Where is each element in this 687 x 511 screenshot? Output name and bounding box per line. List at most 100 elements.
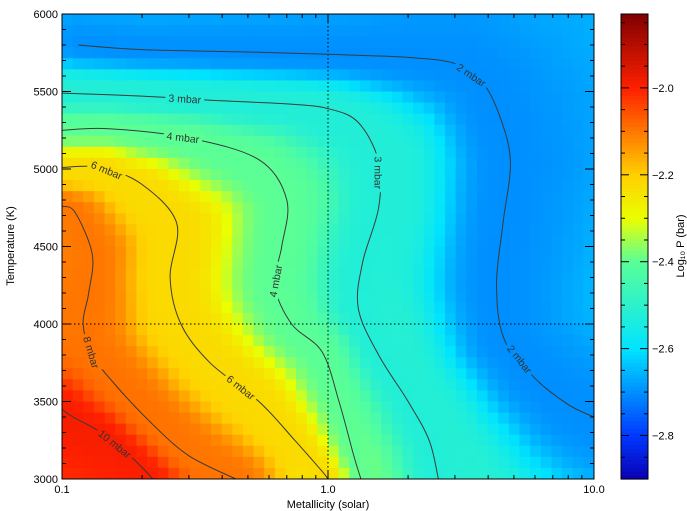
heatmap-cell [242, 157, 255, 170]
heatmap-cell [93, 268, 106, 281]
colorbar-segment [621, 107, 648, 112]
heatmap-cell [445, 279, 457, 292]
heatmap-cell [147, 335, 159, 347]
heatmap-cell [508, 268, 521, 281]
heatmap-cell [370, 324, 382, 336]
heatmap-cell [147, 180, 159, 192]
heatmap-cell [115, 257, 127, 270]
heatmap-cell [274, 346, 287, 358]
heatmap-cell [530, 390, 542, 403]
heatmap-cell [179, 14, 191, 26]
heatmap-cell [487, 467, 499, 479]
heatmap-cell [200, 14, 212, 26]
heatmap-cell [157, 157, 169, 170]
heatmap-cell [168, 390, 180, 403]
heatmap-cell [189, 467, 201, 479]
colorbar-segment [621, 72, 648, 77]
heatmap-cell [136, 180, 148, 192]
heatmap-cell [455, 80, 467, 93]
heatmap-cell [434, 412, 446, 425]
heatmap-cell [317, 412, 329, 425]
heatmap-cell [253, 169, 265, 181]
heatmap-cell [434, 246, 446, 259]
heatmap-cell [508, 25, 521, 37]
heatmap-cell [179, 456, 191, 469]
heatmap-cell [274, 14, 287, 26]
heatmap-cell [210, 91, 223, 104]
colorbar-segment [621, 304, 648, 310]
heatmap-cell [189, 80, 201, 93]
heatmap-cell [445, 202, 457, 214]
heatmap-cell [72, 69, 84, 82]
heatmap-cell [572, 412, 584, 425]
heatmap-cell [221, 58, 233, 70]
heatmap-cell [317, 146, 329, 159]
heatmap-cell [562, 390, 574, 403]
heatmap-cell [104, 58, 116, 70]
heatmap-cell [72, 202, 84, 214]
heatmap-cell [306, 412, 318, 425]
heatmap-cell [466, 312, 478, 325]
heatmap-cell [147, 135, 159, 148]
heatmap-cell [62, 213, 74, 225]
heatmap-cell [370, 401, 382, 414]
heatmap-cell [157, 80, 169, 93]
heatmap-cell [455, 191, 467, 203]
colorbar-segment [621, 285, 648, 290]
heatmap-cell [434, 135, 446, 148]
heatmap-cell [402, 268, 414, 281]
heatmap-cell [200, 102, 212, 115]
heatmap-cell [210, 324, 223, 336]
heatmap-cell [157, 335, 169, 347]
heatmap-cell [317, 91, 329, 104]
heatmap-cell [168, 235, 180, 248]
heatmap-cell [189, 224, 201, 237]
heatmap-cell [221, 124, 233, 137]
heatmap-cell [583, 80, 594, 93]
heatmap-cell [391, 401, 404, 414]
heatmap-cell [530, 445, 542, 458]
heatmap-cell [72, 368, 84, 380]
heatmap-cell [381, 368, 393, 380]
heatmap-cell [72, 36, 84, 48]
heatmap-cell [402, 213, 414, 225]
heatmap-cell [402, 456, 414, 469]
colorbar-segment [621, 157, 648, 162]
heatmap-cell [498, 91, 510, 104]
heatmap-cell [583, 91, 594, 104]
heatmap-cell [498, 169, 510, 181]
heatmap-cell [391, 191, 404, 203]
colorbar-segment [621, 273, 648, 279]
heatmap-cell [455, 456, 467, 469]
heatmap-cell [519, 202, 531, 214]
heatmap-cell [413, 191, 425, 203]
heatmap-cell [157, 257, 169, 270]
heatmap-cell [370, 412, 382, 425]
heatmap-cell [487, 25, 499, 37]
heatmap-cell [519, 390, 531, 403]
heatmap-cell [349, 14, 361, 26]
heatmap-cell [530, 191, 542, 203]
heatmap-cell [508, 69, 521, 82]
heatmap-cell [359, 357, 372, 369]
heatmap-cell [530, 401, 542, 414]
heatmap-cell [413, 401, 425, 414]
heatmap-cell [328, 246, 340, 259]
heatmap-cell [200, 202, 212, 214]
heatmap-cell [402, 368, 414, 380]
heatmap-cell [104, 213, 116, 225]
heatmap-cell [168, 445, 180, 458]
heatmap-cell [83, 290, 95, 303]
heatmap-cell [242, 202, 255, 214]
heatmap-cell [434, 102, 446, 115]
heatmap-cell [562, 169, 574, 181]
heatmap-cell [370, 91, 382, 104]
x-tick-label: 0.1 [54, 484, 69, 496]
heatmap-cell [232, 412, 244, 425]
heatmap-cell [423, 180, 435, 192]
heatmap-cell [466, 390, 478, 403]
heatmap-cell [551, 324, 563, 336]
heatmap-cell [381, 224, 393, 237]
heatmap-cell [189, 290, 201, 303]
heatmap-cell [359, 467, 372, 479]
